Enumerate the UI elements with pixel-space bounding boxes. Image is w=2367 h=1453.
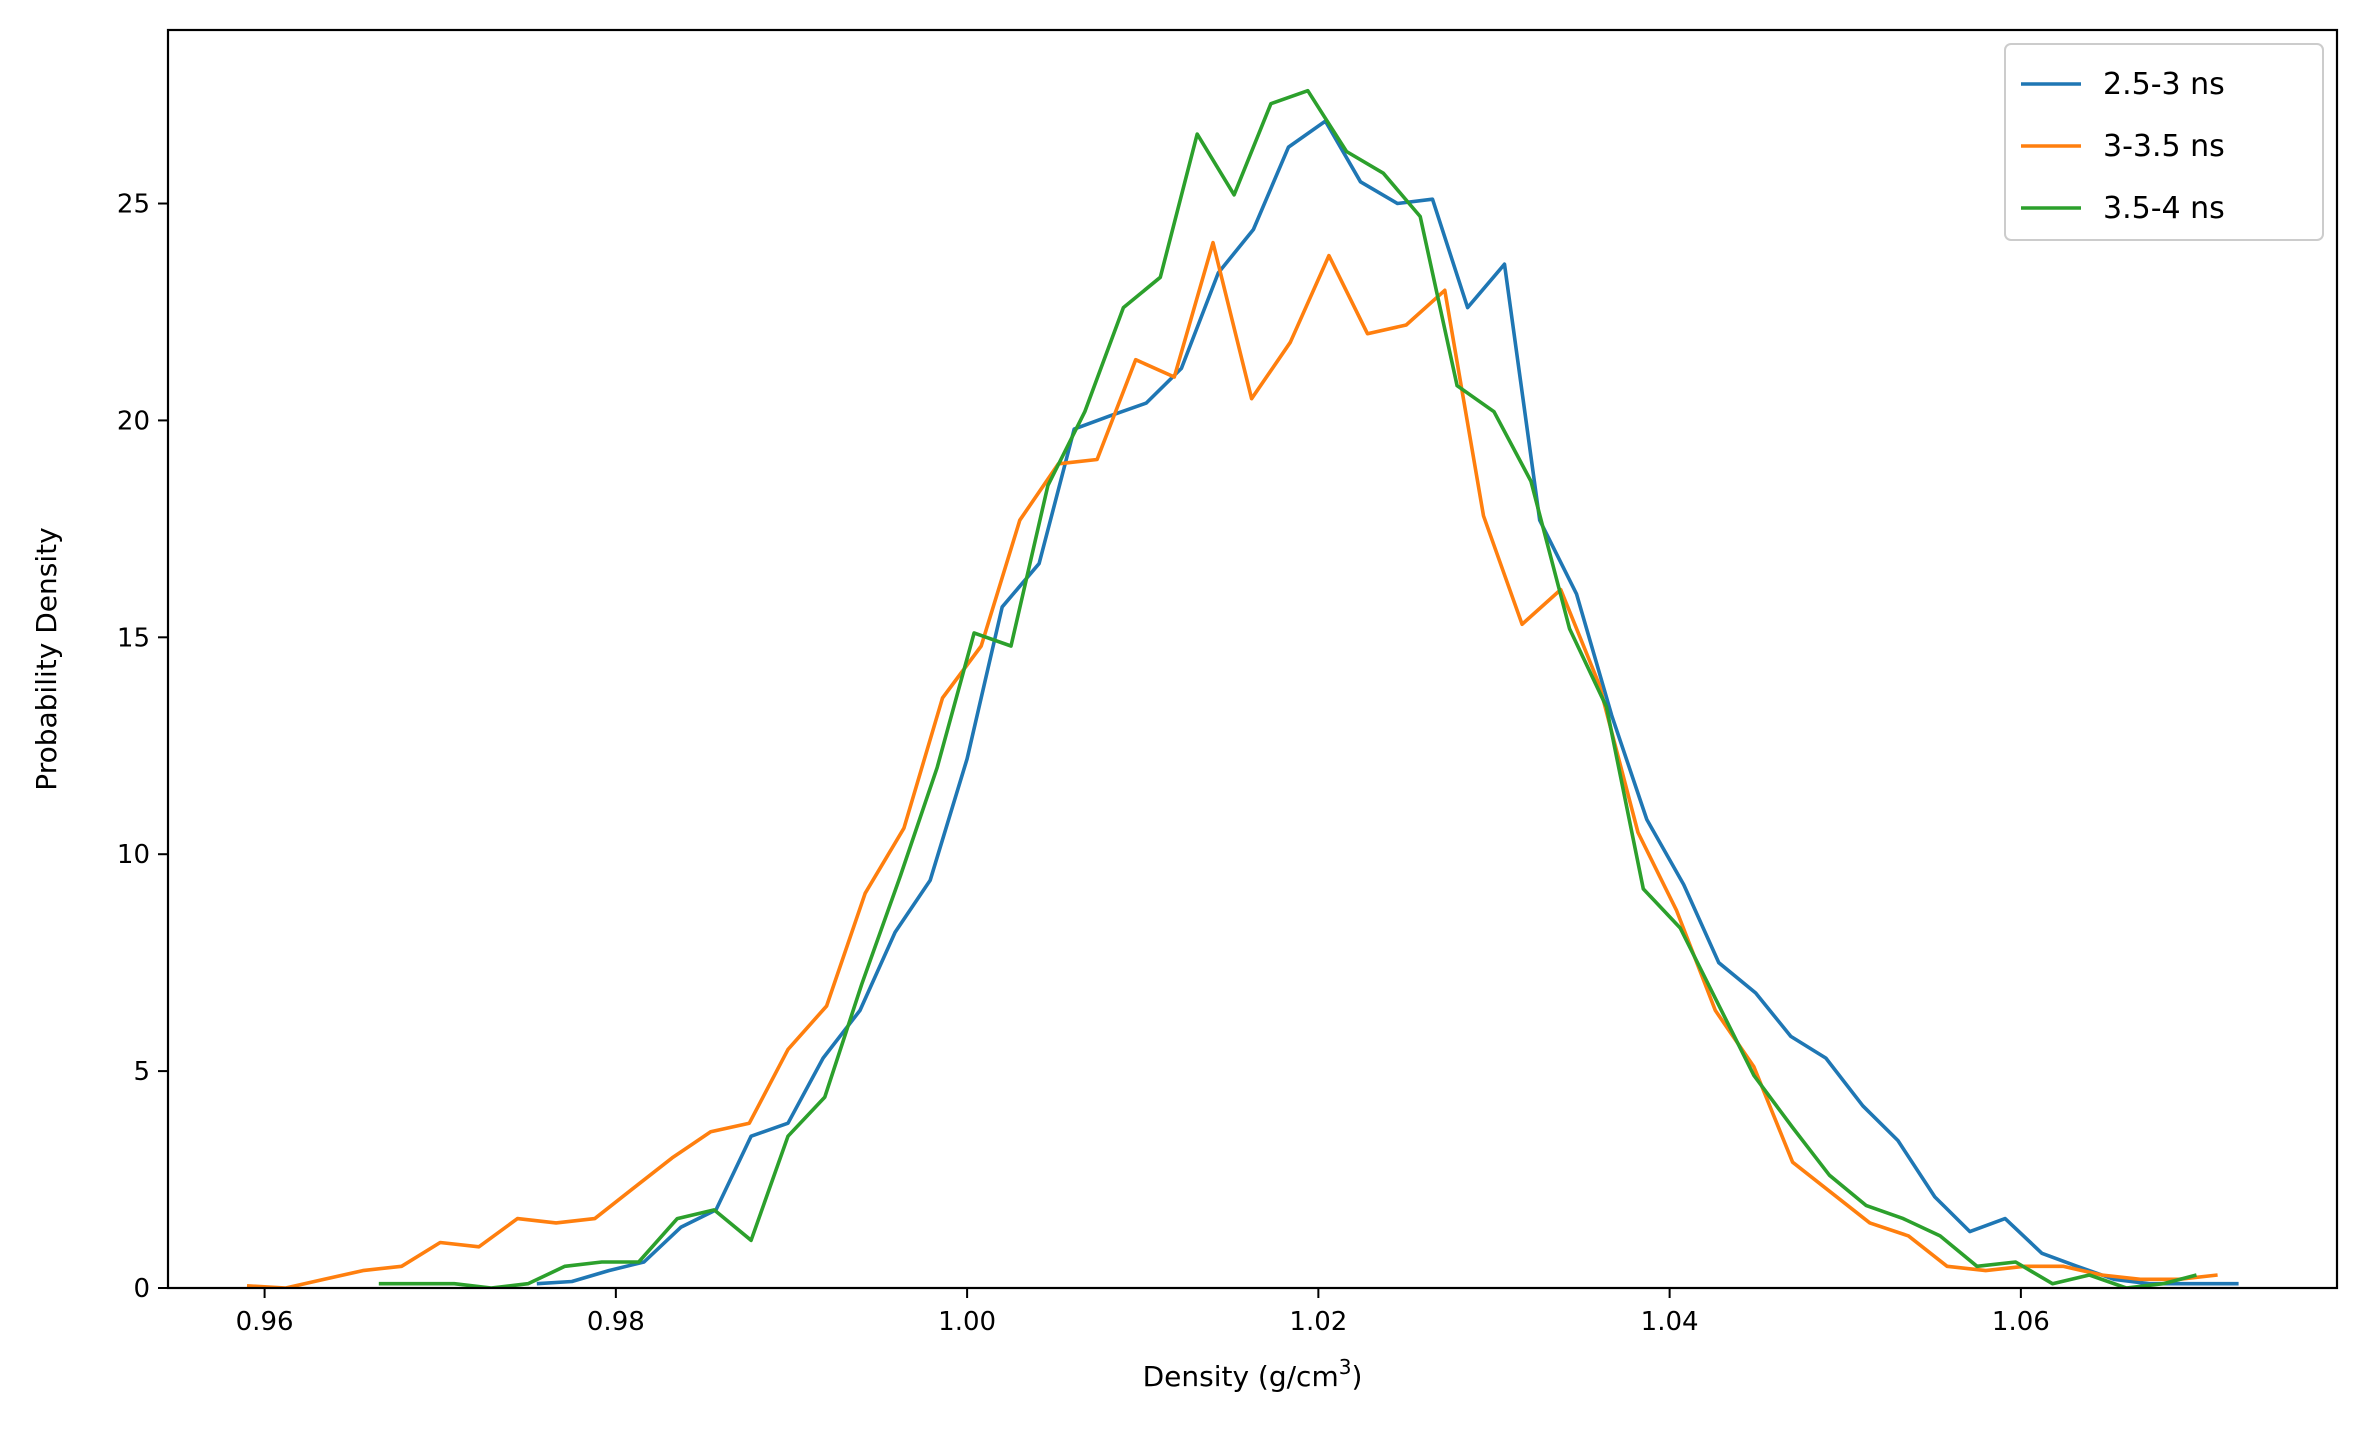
y-tick-label: 5 xyxy=(133,1057,150,1087)
legend-label-3: 3.5-4 ns xyxy=(2103,191,2225,226)
x-tick-label: 0.98 xyxy=(587,1307,645,1337)
series-line-3 xyxy=(378,88,2197,1288)
x-tick-label: 0.96 xyxy=(236,1307,294,1337)
series-line-2 xyxy=(246,240,2218,1288)
x-tick-label: 1.02 xyxy=(1289,1307,1347,1337)
x-axis-label: Density (g/cm3) xyxy=(1143,1355,1363,1393)
series-line-1 xyxy=(536,119,2239,1286)
y-tick-label: 25 xyxy=(117,190,150,220)
legend-box xyxy=(2004,43,2324,241)
y-tick-label: 20 xyxy=(117,406,150,436)
legend-label-1: 2.5-3 ns xyxy=(2103,67,2225,102)
y-tick-label: 0 xyxy=(133,1274,150,1304)
y-axis-label: Probability Density xyxy=(30,527,63,790)
axes-frame xyxy=(166,28,2339,1290)
legend: 2.5-3 ns 3-3.5 ns 3.5-4 ns xyxy=(2004,43,2324,241)
x-tick-label: 1.04 xyxy=(1641,1307,1699,1337)
y-tick-label: 15 xyxy=(117,623,150,653)
y-tick-label: 10 xyxy=(117,840,150,870)
y-axis: 0 5 10 15 20 25 xyxy=(117,190,168,1304)
x-tick-label: 1.00 xyxy=(938,1307,996,1337)
x-axis: 0.96 0.98 1.00 1.02 1.04 1.06 xyxy=(236,1288,2050,1337)
x-tick-label: 1.06 xyxy=(1992,1307,2050,1337)
legend-label-2: 3-3.5 ns xyxy=(2103,129,2225,164)
series-layer xyxy=(246,88,2239,1288)
